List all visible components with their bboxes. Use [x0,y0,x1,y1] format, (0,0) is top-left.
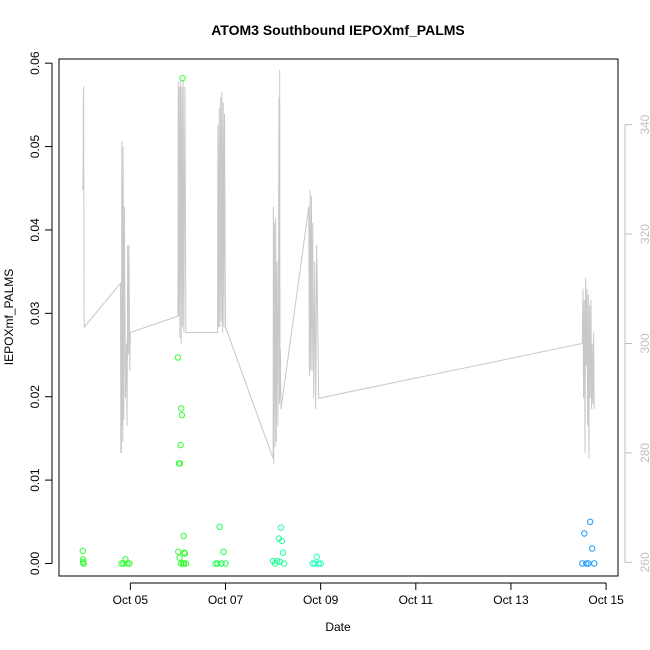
data-point [214,560,221,567]
data-point [118,560,125,567]
data-point [181,550,189,557]
data-point [181,549,188,556]
data-point [222,560,229,567]
data-point [79,556,87,563]
data-point [218,560,225,567]
data-point [80,560,87,567]
y-axis-label: IEPOXmf_PALMS [2,269,16,365]
x-axis-label: Date [325,620,351,634]
series-4 [309,553,324,567]
data-point [315,560,322,567]
data-point [174,354,182,361]
data-point [581,530,588,537]
x-tick-label: Oct 15 [588,593,624,607]
y-tick-label: 0.00 [28,551,42,575]
data-point [279,549,287,556]
data-point [585,560,592,567]
data-point [278,537,286,545]
secondary-series-line [82,69,595,464]
series-2 [212,523,229,567]
data-point [178,411,186,419]
data-point [177,441,184,449]
data-point [583,560,590,567]
data-point [220,548,227,555]
x-axis: Oct 05 Oct 07 Oct 09 Oct 11 Oct 13 Oct 15 [113,582,624,607]
secondary-line-layer [82,69,595,464]
y-axis-left: 0.00 0.01 0.02 0.03 0.04 0.05 0.06 [28,51,53,575]
y2-tick-label: 300 [638,333,650,353]
data-point [79,547,87,555]
data-point [175,548,182,555]
points-layer [79,75,598,567]
plot-frame [58,58,619,577]
data-point [124,560,131,567]
y-tick-label: 0.01 [28,468,42,492]
x-tick-label: Oct 05 [113,593,149,607]
y-tick-label: 0.05 [28,135,42,159]
data-point [276,558,284,565]
data-point [179,75,186,82]
data-point [579,560,586,567]
series-3 [269,524,288,567]
data-point [589,545,596,552]
data-point [182,560,190,567]
x-tick-label: Oct 13 [493,593,529,607]
x-tick-label: Oct 07 [208,593,244,607]
y2-tick-label: 280 [638,443,650,463]
y-tick-label: 0.04 [28,218,42,242]
x-tick-label: Oct 09 [303,593,339,607]
series-1 [79,75,190,567]
y-tick-label: 0.06 [28,51,42,75]
data-point [273,557,281,565]
chart-title: ATOM3 Southbound IEPOXmf_PALMS [211,22,465,38]
data-point [277,524,285,531]
y2-tick-label: 260 [638,552,650,572]
y-tick-label: 0.03 [28,301,42,325]
data-point [178,405,185,412]
data-point [216,523,223,530]
y-tick-label: 0.02 [28,385,42,409]
data-point [309,560,316,567]
series-5 [579,518,598,567]
data-point [176,554,183,561]
data-point [591,560,598,567]
data-point [587,518,594,525]
data-point [176,460,184,467]
data-point [180,532,187,540]
y2-tick-label: 320 [638,224,650,244]
data-point [311,560,318,567]
data-point [180,560,188,567]
data-point [280,560,288,567]
y2-tick-label: 340 [638,114,650,134]
data-point [317,560,324,567]
data-point [313,553,320,560]
data-point [126,560,133,567]
x-tick-label: Oct 11 [399,593,434,607]
y-axis-right: 260 280 300 320 340 [624,114,650,572]
